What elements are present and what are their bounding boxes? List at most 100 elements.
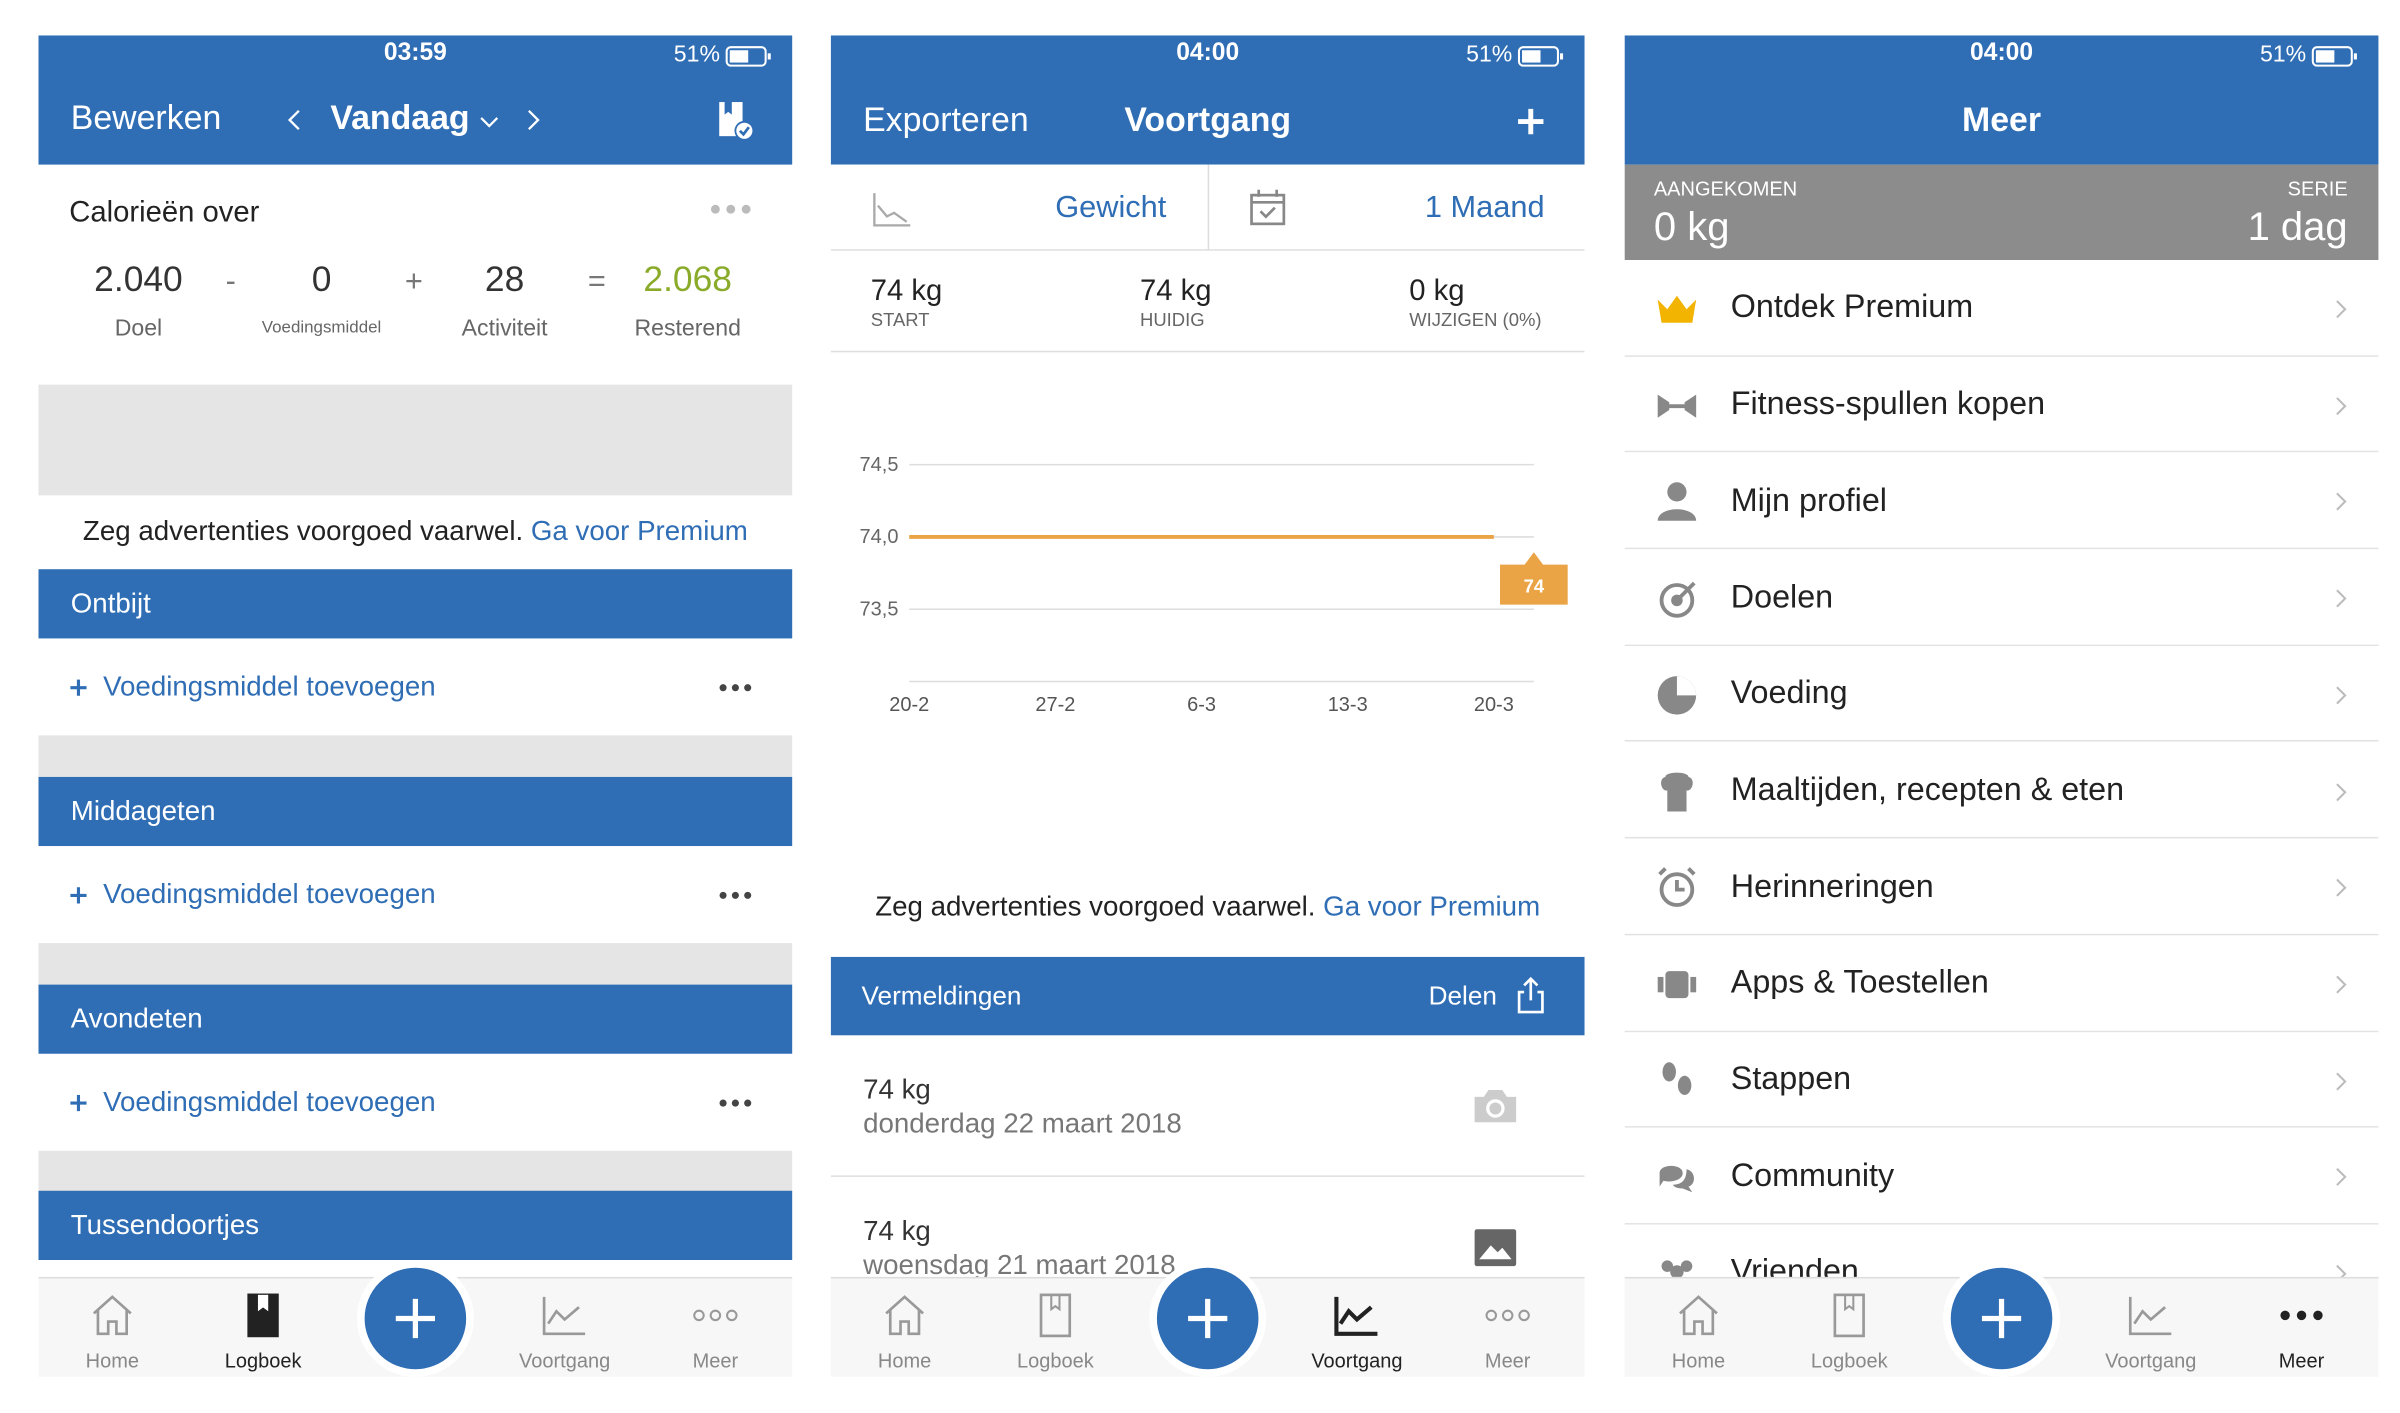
add-button-plus[interactable] — [389, 1292, 441, 1344]
tab-icon[interactable] — [880, 1291, 929, 1340]
menu-icon-part — [1690, 976, 1697, 993]
photo-icon[interactable] — [1468, 1220, 1523, 1275]
filter-bar — [830, 164, 1585, 251]
menu-row[interactable] — [1624, 742, 2379, 839]
menu-row[interactable] — [1624, 549, 2379, 646]
menu-row[interactable] — [1624, 838, 2379, 936]
calendar-icon-part — [1251, 189, 1284, 204]
tab-label[interactable]: Logboek — [1810, 1348, 1888, 1373]
menu-row[interactable] — [1624, 645, 2379, 743]
measure-filter[interactable]: Gewicht — [1055, 190, 1167, 225]
meal-name: Middageten — [70, 795, 216, 827]
camera-icon[interactable] — [1468, 1078, 1523, 1133]
tab-label[interactable]: Home — [1671, 1348, 1726, 1373]
y-tick-label: 74,5 — [860, 454, 899, 476]
next-day[interactable] — [518, 106, 546, 134]
ad-link[interactable]: Ga voor Premium — [530, 515, 748, 547]
add-food[interactable]: Voedingsmiddel toevoegen — [103, 878, 436, 910]
menu-chevron-part — [2336, 589, 2347, 608]
tab-icon[interactable] — [691, 1291, 740, 1340]
add-button-plus[interactable] — [1182, 1292, 1234, 1344]
tab-label[interactable]: Logboek — [1017, 1348, 1094, 1373]
meal-options[interactable] — [717, 1085, 754, 1122]
tab-icon[interactable] — [88, 1291, 137, 1340]
tab-label[interactable]: Voortgang — [2105, 1348, 2197, 1373]
header-left[interactable]: Exporteren — [863, 99, 1029, 139]
menu-row[interactable] — [1624, 1031, 2379, 1129]
tab-icon[interactable] — [1825, 1291, 1874, 1340]
meal-options[interactable] — [717, 669, 754, 706]
meal-options[interactable] — [717, 877, 754, 914]
menu-item[interactable]: Fitness-spullen kopen — [1730, 386, 2046, 422]
tab-icon[interactable] — [540, 1291, 589, 1340]
value-marker — [1499, 552, 1568, 605]
menu-item[interactable]: Ontdek Premium — [1730, 289, 1974, 326]
tab-icon[interactable] — [1031, 1291, 1080, 1340]
ad-link[interactable]: Ga voor Premium — [1323, 890, 1541, 922]
menu-chevron-part — [2336, 975, 2347, 994]
menu-item[interactable]: Community — [1730, 1158, 1895, 1194]
menu-chevron-part — [2336, 300, 2347, 319]
chart-icon — [873, 193, 911, 227]
battery-icon — [725, 46, 771, 67]
header-left[interactable]: Bewerken — [70, 98, 222, 137]
tab-icon-part — [247, 1293, 279, 1338]
menu-row[interactable] — [1624, 356, 2379, 453]
menu-item[interactable]: Stappen — [1730, 1061, 1852, 1097]
menu-chevron — [2336, 879, 2347, 897]
menu-item[interactable]: Voeding — [1730, 675, 1848, 712]
tab-icon[interactable] — [2126, 1291, 2175, 1340]
tab-label[interactable]: Meer — [692, 1348, 739, 1373]
prev-day[interactable] — [282, 106, 310, 134]
tab-icon[interactable] — [1674, 1291, 1723, 1340]
tab-label[interactable]: Voortgang — [1311, 1348, 1403, 1373]
complete-diary[interactable] — [714, 98, 757, 141]
tab-icon[interactable] — [2277, 1291, 2326, 1340]
tab-label[interactable]: Voortgang — [519, 1348, 611, 1373]
phone-screen: 04:00 51% Meer AANGEKOMEN 0 kg SERIE 1 dag Ontd… — [1624, 35, 2379, 1377]
tab-label[interactable]: Logboek — [224, 1348, 302, 1373]
tab-icon-part — [1039, 1293, 1072, 1338]
add-food-icon[interactable] — [68, 1092, 90, 1114]
menu-row[interactable] — [1624, 259, 2379, 357]
tab-label[interactable]: Meer — [2278, 1348, 2325, 1373]
share-button[interactable]: Delen — [1428, 980, 1497, 1011]
complete-diary-part — [734, 120, 755, 141]
meal-name: Ontbijt — [70, 587, 151, 619]
add-button[interactable] — [356, 1259, 474, 1377]
calorie-value: 0 — [311, 258, 332, 299]
tab-icon[interactable] — [1483, 1291, 1532, 1340]
add-food-icon[interactable] — [68, 885, 90, 907]
tab-icon[interactable] — [238, 1291, 287, 1340]
meal-header — [38, 1190, 793, 1260]
meal-gap — [38, 1150, 793, 1193]
menu-item[interactable]: Herinneringen — [1730, 868, 1934, 905]
add-entry[interactable] — [1514, 105, 1548, 139]
tab-icon[interactable] — [1332, 1291, 1381, 1340]
menu-row[interactable] — [1624, 452, 2379, 550]
battery-level: 51% — [2259, 41, 2307, 68]
menu-item[interactable]: Doelen — [1730, 579, 1834, 615]
menu-row[interactable] — [1624, 935, 2379, 1032]
menu-item[interactable]: Mijn profiel — [1730, 482, 1887, 519]
tab-icon-part — [1485, 1309, 1498, 1322]
complete-diary-part — [724, 102, 732, 115]
meal-header — [38, 776, 793, 847]
add-button-plus-part — [395, 1298, 435, 1339]
menu-item[interactable]: Maaltijden, recepten & eten — [1730, 772, 2125, 808]
add-food[interactable]: Voedingsmiddel toevoegen — [103, 1086, 436, 1118]
share-icon[interactable] — [1511, 975, 1551, 1015]
entry-row — [830, 1035, 1585, 1177]
period-filter[interactable]: 1 Maand — [1424, 190, 1545, 225]
tab-label[interactable]: Home — [85, 1348, 139, 1373]
menu-item[interactable]: Apps & Toestellen — [1730, 965, 1989, 1001]
tab-label[interactable]: Home — [877, 1348, 932, 1373]
more-options[interactable] — [708, 186, 754, 232]
add-button-plus[interactable] — [1975, 1292, 2027, 1344]
add-food-icon-part — [70, 1094, 87, 1112]
stat-value: 74 kg — [1139, 274, 1212, 307]
tab-label[interactable]: Meer — [1484, 1348, 1531, 1373]
add-food[interactable]: Voedingsmiddel toevoegen — [103, 670, 436, 702]
add-food-icon[interactable] — [68, 677, 90, 699]
menu-row[interactable] — [1624, 1128, 2379, 1225]
